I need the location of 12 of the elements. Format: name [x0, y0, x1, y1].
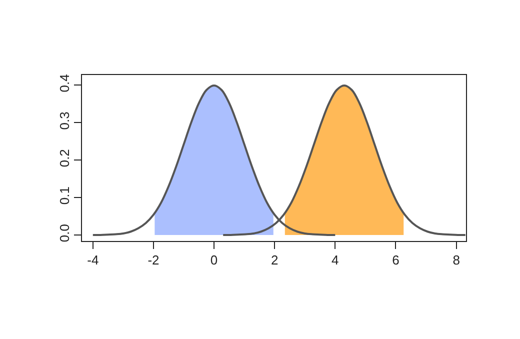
y-tick-label: 0.2 — [56, 149, 72, 168]
x-tick-label: 0 — [210, 252, 218, 268]
x-tick-label: 6 — [392, 252, 400, 268]
x-tick-label: 4 — [332, 252, 339, 268]
x-tick-label: -2 — [148, 252, 160, 268]
x-tick-label: 2 — [270, 252, 278, 268]
x-tick-label: -4 — [87, 252, 99, 268]
y-tick-label: 0.3 — [56, 112, 72, 130]
x-tick-label: 8 — [452, 252, 460, 268]
y-tick-label: 0.4 — [56, 74, 72, 92]
y-tick-label: 0.1 — [56, 186, 72, 205]
y-tick-label: 0.0 — [56, 224, 72, 242]
